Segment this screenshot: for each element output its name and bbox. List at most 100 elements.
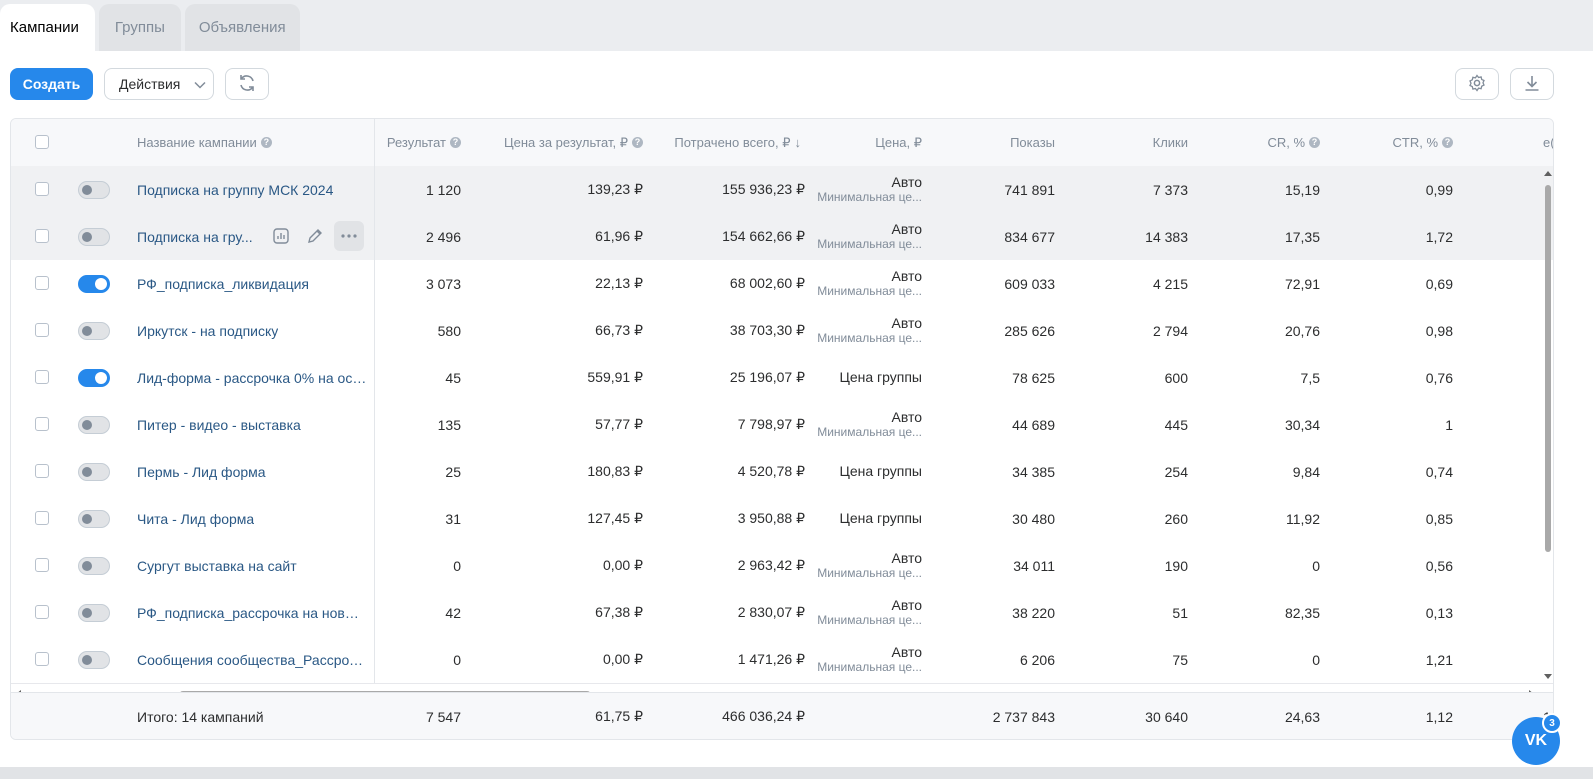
campaign-name-link[interactable]: Лид-форма - рассрочка 0% на осе... [137,354,367,401]
row-checkbox[interactable] [35,369,49,384]
cell-ctr: 0,74 [1425,463,1453,480]
campaign-status-toggle[interactable] [78,509,110,528]
cell-result: 0 [453,651,461,668]
price-strategy: Минимальная це... [817,659,922,674]
campaign-name-link[interactable]: Иркутск - на подписку [137,307,367,354]
campaign-name-text: РФ_подписка_ликвидация [137,275,309,292]
campaign-name-link[interactable]: РФ_подписка_ликвидация [137,260,367,307]
row-checkbox[interactable] [35,228,49,243]
campaign-status-toggle[interactable] [78,556,110,575]
cell-impressions: 44 689 [1012,416,1055,433]
table-row: Сообщения сообщества_Рассрочк... 0 0,00 ₽ 1… [11,636,1553,684]
campaign-name-text: Подписка на гру... [137,228,253,245]
cell-spent: 154 662,66 ₽ [722,228,805,244]
campaign-status-toggle[interactable] [78,603,110,622]
download-button[interactable] [1510,68,1554,100]
sort-down-icon: ↓ [794,135,802,150]
vertical-scrollbar[interactable] [1544,166,1553,686]
row-checkbox[interactable] [35,275,49,290]
col-header-cost-per-result[interactable]: Цена за результат, ₽? [481,119,643,166]
campaign-name-link[interactable]: Сургут выставка на сайт [137,542,367,589]
help-icon[interactable]: ? [1442,137,1453,148]
row-checkbox[interactable] [35,463,49,478]
tab-ads[interactable]: Объявления [184,4,300,51]
row-checkbox[interactable] [35,181,49,196]
col-header-clicks[interactable]: Клики [1152,135,1188,150]
row-checkbox[interactable] [35,651,49,666]
col-header-result[interactable]: Результат? [379,119,461,166]
campaign-status-toggle[interactable] [78,650,110,669]
campaign-name-link[interactable]: Питер - видео - выставка [137,401,367,448]
totals-clicks: 30 640 [1145,708,1188,725]
col-header-spent[interactable]: Потрачено всего, ₽ ↓ [661,119,801,166]
cell-price: Авто Минимальная це... [801,589,922,636]
cell-result: 42 [445,604,461,621]
create-button[interactable]: Создать [10,68,93,100]
vk-logo-icon: VK [1524,732,1548,749]
campaign-name-link[interactable]: Чита - Лид форма [137,495,367,542]
totals-spent: 466 036,24 ₽ [722,708,805,724]
campaign-status-toggle[interactable] [78,227,110,246]
campaign-name-link[interactable]: РФ_подписка_рассрочка на новый... [137,589,367,636]
table-header: Название кампании? Результат? Цена за ре… [11,119,1553,167]
cell-result: 25 [445,463,461,480]
campaign-status-toggle[interactable] [78,180,110,199]
campaign-status-toggle[interactable] [78,321,110,340]
frozen-column-divider [374,542,375,589]
tab-groups[interactable]: Группы [98,4,181,51]
row-checkbox[interactable] [35,416,49,431]
cell-impressions: 34 385 [1012,463,1055,480]
price-mode: Цена группы [839,510,922,526]
col-header-extra[interactable]: е( [1543,135,1553,150]
help-icon[interactable]: ? [1309,137,1320,148]
scroll-up-icon[interactable] [1544,171,1552,176]
cell-clicks: 445 [1164,416,1188,433]
row-checkbox[interactable] [35,557,49,572]
campaign-name-link[interactable]: Подписка на гру... [137,213,257,260]
frozen-column-divider [374,307,375,354]
campaigns-panel: Создать Действия Название ка [0,51,1593,767]
table-row: Подписка на группу МСК 2024 1 120 139,23 ₽… [11,166,1553,214]
totals-cpr: 61,75 ₽ [595,708,643,724]
refresh-button[interactable] [225,68,269,100]
edit-icon[interactable] [300,221,330,251]
vk-chat-widget[interactable]: VK 3 [1512,713,1562,765]
cell-clicks: 14 383 [1145,228,1188,245]
more-icon[interactable] [334,221,364,251]
select-all-checkbox[interactable] [35,134,49,149]
stats-icon[interactable] [266,221,296,251]
frozen-column-divider [374,495,375,542]
campaign-status-toggle[interactable] [78,274,110,293]
scroll-down-icon[interactable] [1544,674,1552,679]
cell-impressions: 285 626 [1004,322,1055,339]
row-checkbox[interactable] [35,510,49,525]
help-icon[interactable]: ? [260,137,272,148]
cell-impressions: 834 677 [1004,228,1055,245]
col-header-price[interactable]: Цена, ₽ [875,134,922,150]
campaign-name-link[interactable]: Пермь - Лид форма [137,448,367,495]
cell-price: Авто Минимальная це... [801,401,922,448]
row-checkbox[interactable] [35,322,49,337]
row-checkbox[interactable] [35,604,49,619]
actions-dropdown[interactable]: Действия [104,68,214,100]
col-header-name[interactable]: Название кампании? [137,119,272,166]
table-row: РФ_подписка_ликвидация 3 073 22,13 ₽ 68 002… [11,260,1553,308]
cell-result: 1 120 [425,181,461,198]
col-header-cr[interactable]: CR, %? [1211,119,1320,166]
campaign-name-link[interactable]: Подписка на группу МСК 2024 [137,166,367,213]
col-header-impressions[interactable]: Показы [1010,135,1055,150]
help-icon[interactable]: ? [632,137,643,148]
campaign-status-toggle[interactable] [78,462,110,481]
campaign-name-link[interactable]: Сообщения сообщества_Рассрочк... [137,636,367,683]
campaign-status-toggle[interactable] [78,368,110,387]
vertical-scroll-thumb[interactable] [1545,185,1551,552]
tab-campaigns[interactable]: Кампании [0,4,95,51]
col-header-cr-label: CR, % [1267,135,1305,150]
settings-button[interactable] [1455,68,1499,100]
cell-cost-per-result: 67,38 ₽ [595,604,643,620]
col-header-ctr[interactable]: CTR, %? [1341,119,1453,166]
help-icon[interactable]: ? [450,137,461,148]
campaign-status-toggle[interactable] [78,415,110,434]
cell-result: 580 [437,322,461,339]
toolbar: Создать Действия [10,68,1593,100]
